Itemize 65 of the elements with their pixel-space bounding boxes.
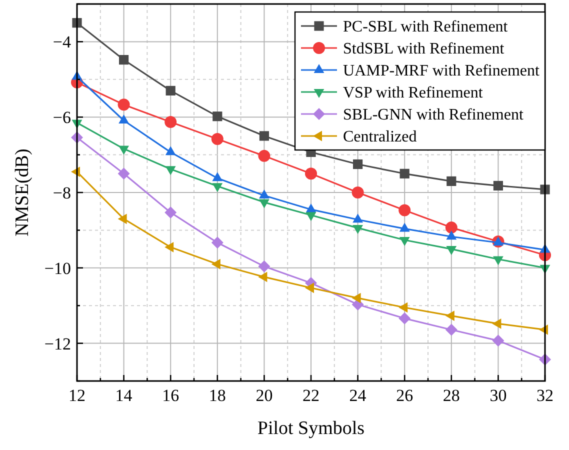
x-tick-label: 28	[442, 386, 460, 405]
legend-label: Centralized	[343, 128, 417, 146]
point	[258, 260, 270, 272]
point	[398, 204, 411, 216]
point	[165, 146, 176, 156]
legend-label: SBL-GNN with Refinement	[343, 106, 524, 124]
point	[118, 168, 130, 180]
x-tick-label: 14	[115, 386, 133, 405]
point	[211, 236, 224, 249]
point	[400, 168, 410, 178]
x-axis-title: Pilot Symbols	[257, 418, 365, 439]
point	[164, 116, 177, 128]
point	[212, 112, 222, 122]
point	[259, 131, 269, 141]
x-tick-label: 18	[208, 386, 226, 405]
legend-label: VSP with Refinement	[343, 84, 484, 102]
legend-label: StdSBL with Refinement	[343, 40, 505, 58]
point	[305, 282, 314, 294]
y-tick-label: −10	[44, 258, 71, 278]
legend-label: PC-SBL with Refinement	[343, 18, 508, 36]
point	[164, 206, 177, 218]
point	[258, 272, 268, 282]
point	[353, 159, 363, 170]
point	[493, 180, 503, 191]
point	[118, 98, 130, 111]
point	[352, 186, 364, 198]
x-tick-label: 32	[536, 386, 554, 405]
point	[212, 172, 223, 182]
legend-label: UAMP-MRF with Refinement	[343, 62, 540, 80]
point	[305, 168, 317, 180]
point	[211, 132, 224, 145]
point	[445, 324, 458, 336]
point	[211, 258, 220, 270]
point	[164, 242, 174, 252]
point	[166, 86, 176, 96]
x-tick-label: 16	[162, 386, 180, 405]
x-tick-label: 24	[349, 386, 367, 405]
point	[445, 222, 458, 234]
point	[118, 214, 127, 224]
y-tick-label: −4	[52, 32, 72, 52]
point	[258, 150, 270, 162]
point	[446, 230, 457, 240]
point	[540, 184, 550, 194]
point	[259, 190, 270, 199]
point	[119, 54, 129, 65]
point	[352, 214, 363, 223]
x-tick-label: 12	[68, 386, 86, 405]
point	[352, 292, 361, 304]
y-tick-label: −12	[44, 334, 71, 354]
point	[306, 203, 316, 212]
x-tick-label: 20	[256, 386, 273, 405]
x-tick-label: 22	[302, 386, 320, 405]
point	[492, 334, 504, 347]
x-tick-label: 30	[490, 386, 507, 405]
point	[445, 310, 454, 321]
point	[118, 114, 129, 124]
x-tick-label: 26	[396, 386, 414, 405]
point	[446, 176, 456, 186]
point	[399, 222, 410, 232]
y-axis-title: NMSE(dB)	[12, 148, 33, 236]
y-tick-label: −6	[52, 108, 71, 128]
point	[398, 302, 408, 313]
point	[398, 312, 411, 324]
point	[492, 318, 502, 329]
y-tick-label: −8	[52, 183, 71, 202]
